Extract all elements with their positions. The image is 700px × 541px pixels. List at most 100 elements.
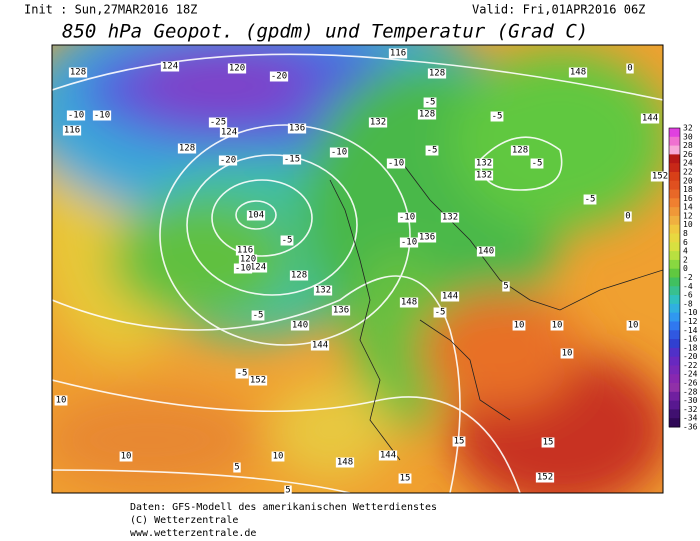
colorbar-swatch (669, 286, 680, 296)
colorbar-label: -6 (683, 291, 693, 300)
contour-label-box (62, 125, 82, 136)
contour-label: 132 (442, 213, 458, 223)
contour-label-box (335, 457, 355, 468)
contour-label: 136 (289, 124, 305, 134)
contour-label: 124 (221, 128, 237, 138)
contour-label-box (66, 110, 86, 121)
contour-label: -10 (68, 111, 84, 121)
colorbar-label: 2 (683, 255, 688, 264)
contour-label: 120 (240, 255, 256, 265)
colorbar-swatch (669, 171, 680, 182)
init-time: Init : Sun,27MAR2016 18Z (24, 3, 197, 17)
colorbar-swatch (669, 391, 680, 402)
contour-label-box (248, 375, 268, 386)
colorbar-frame (668, 127, 681, 428)
contour-label: 140 (292, 321, 308, 331)
colorbar-swatch (669, 259, 680, 270)
contour-label: -20 (271, 72, 287, 82)
contour-label: 140 (478, 247, 494, 257)
colorbar-label: 8 (683, 229, 688, 238)
contour-label: -10 (388, 159, 404, 169)
contour-label: -5 (435, 308, 446, 318)
contour-label: 136 (419, 233, 435, 243)
contour-label-box (280, 235, 294, 246)
colorbar-swatch (669, 207, 680, 217)
contour-label-box (284, 485, 292, 496)
colorbar-swatch (669, 303, 680, 314)
contour-label-box (248, 262, 268, 273)
colorbar-swatch (669, 180, 680, 191)
colorbar-swatch (669, 312, 680, 322)
colorbar-swatch (669, 189, 680, 199)
contour-label: 128 (419, 110, 435, 120)
contour-label-box (530, 158, 544, 169)
contour-label-box (474, 170, 494, 181)
colorbar-label: -34 (683, 414, 698, 423)
contour-label-box (235, 245, 255, 256)
colorbar-label: 22 (683, 167, 693, 176)
colorbar-label: 6 (683, 238, 688, 247)
colorbar-swatch (669, 242, 680, 252)
colorbar-swatch (669, 374, 680, 384)
contour-label: 132 (476, 171, 492, 181)
contour-label: 10 (56, 396, 67, 406)
contour-label-box (512, 320, 526, 331)
colorbar-swatch (669, 136, 680, 147)
contour-label-box (399, 237, 419, 248)
colorbar-label: 30 (683, 132, 693, 141)
map-title: 850 hPa Geopot. (gpdm) und Temperatur (G… (62, 21, 588, 43)
contour-label: -5 (253, 311, 264, 321)
contour-label-box (560, 348, 574, 359)
contour-label: -10 (399, 213, 415, 223)
contour-label-box (68, 67, 88, 78)
contour-label: -20 (220, 156, 236, 166)
contour-label-box (313, 285, 333, 296)
colorbar-label: -20 (683, 352, 698, 361)
contour-label: -5 (532, 159, 543, 169)
colorbar-label: 16 (683, 194, 693, 203)
colorbar-label: -28 (683, 387, 698, 396)
contour-label-box (290, 320, 310, 331)
contour-label: -5 (492, 112, 503, 122)
colorbar-swatch (669, 409, 680, 419)
contour-label-box (490, 111, 504, 122)
colorbar-swatch (669, 330, 680, 340)
colorbar-label: -30 (683, 396, 698, 405)
contour-label: 128 (70, 68, 86, 78)
contour-label: 132 (315, 286, 331, 296)
colorbar-label: -36 (683, 423, 698, 432)
contour-label: 15 (400, 474, 411, 484)
colorbar-label: 18 (683, 185, 693, 194)
colorbar-swatch (669, 145, 680, 155)
colorbar-label: -12 (683, 317, 698, 326)
contour-label: -5 (427, 146, 438, 156)
contour-label-box (474, 158, 494, 169)
contour-label-box (92, 110, 112, 121)
colorbar-label: 4 (683, 247, 688, 256)
contour-label-box (331, 305, 351, 316)
colorbar-swatch (669, 224, 680, 235)
footer-source: Daten: GFS-Modell des amerikanischen Wet… (130, 502, 437, 513)
contour-label: -5 (585, 195, 596, 205)
contour-label-box (219, 127, 239, 138)
contour-label: 10 (552, 321, 563, 331)
colorbar-swatch (669, 400, 680, 410)
contour-label: 116 (64, 126, 80, 136)
contour-label: 10 (514, 321, 525, 331)
contour-label: 128 (512, 146, 528, 156)
colorbar-label: 10 (683, 220, 693, 229)
contour-label: 148 (337, 458, 353, 468)
valid-time: Valid: Fri,01APR2016 06Z (472, 3, 645, 17)
contour-label-box (218, 155, 238, 166)
colorbar-label: 26 (683, 150, 693, 159)
contour-label-box (287, 123, 307, 134)
footer-copyright: (C) Wetterzentrale (130, 515, 238, 526)
colorbar-swatch (669, 277, 680, 287)
contour-label-box (476, 246, 496, 257)
contour-label: 10 (562, 349, 573, 359)
contour-label-box (650, 171, 670, 182)
contour-label: 148 (401, 298, 417, 308)
contour-label: 124 (162, 62, 178, 72)
colorbar-label: -10 (683, 308, 698, 317)
